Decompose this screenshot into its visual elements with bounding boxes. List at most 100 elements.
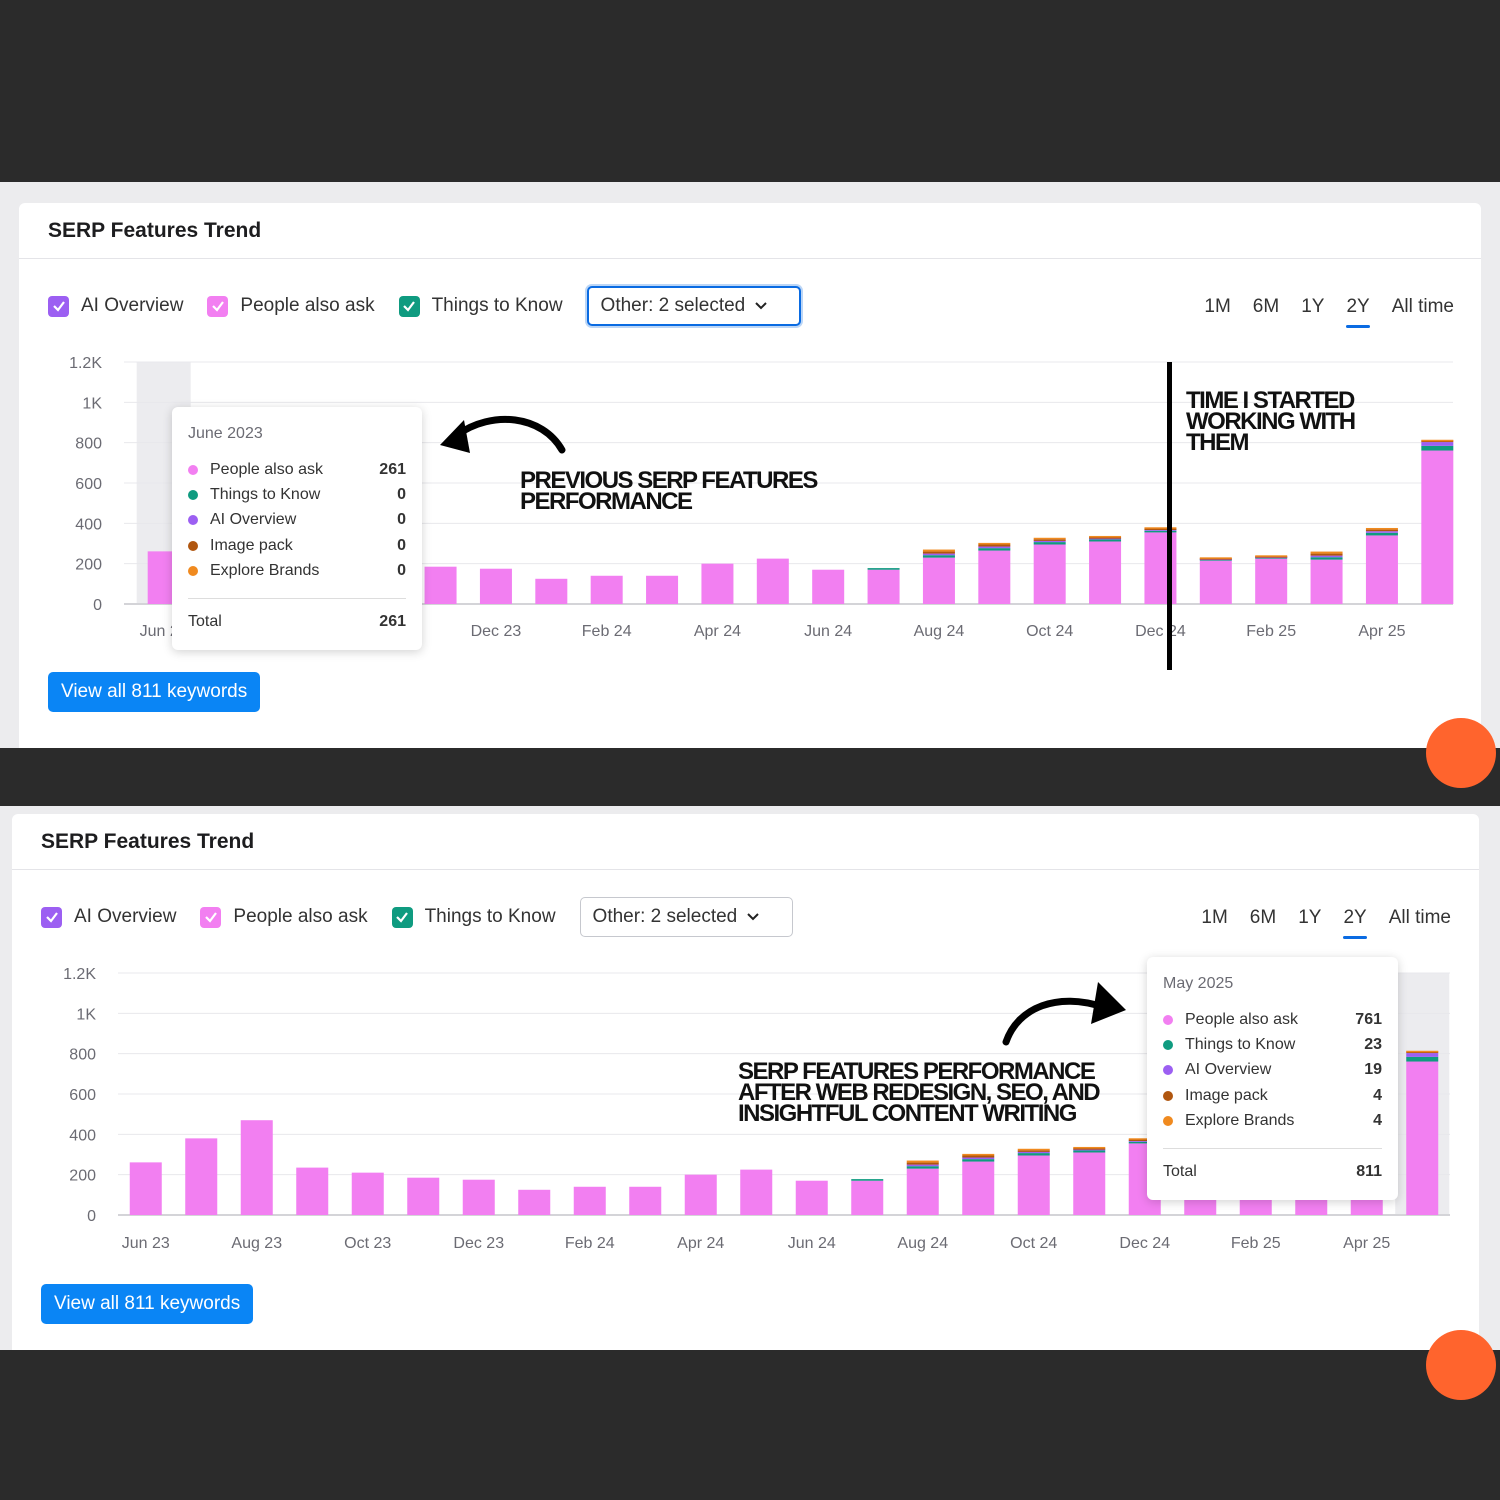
bar-segment[interactable] bbox=[1089, 537, 1122, 540]
bar-segment[interactable] bbox=[1144, 530, 1177, 533]
bar-segment[interactable] bbox=[1089, 539, 1122, 542]
bar-segment[interactable] bbox=[851, 1180, 884, 1215]
bar-segment[interactable] bbox=[978, 542, 1011, 545]
bar-segment[interactable] bbox=[906, 1168, 939, 1215]
bar-segment[interactable] bbox=[1089, 535, 1122, 538]
period-all-time[interactable]: All time bbox=[1391, 296, 1454, 317]
bar-segment[interactable] bbox=[906, 1164, 939, 1167]
bar-segment[interactable] bbox=[1421, 439, 1454, 442]
bar-segment[interactable] bbox=[1199, 560, 1232, 604]
bar-segment[interactable] bbox=[906, 1162, 939, 1165]
bar-segment[interactable] bbox=[1017, 1151, 1050, 1154]
bar-segment[interactable] bbox=[1017, 1153, 1050, 1156]
bar-segment[interactable] bbox=[867, 568, 900, 570]
bar-segment[interactable] bbox=[1144, 528, 1177, 530]
legend-things-to-know[interactable]: Things to Know bbox=[391, 906, 556, 928]
bar-segment[interactable] bbox=[1033, 544, 1066, 604]
checkbox-checked-icon[interactable] bbox=[391, 906, 413, 928]
bar-segment[interactable] bbox=[1199, 557, 1232, 559]
bar-segment[interactable] bbox=[978, 548, 1011, 551]
bar-segment[interactable] bbox=[978, 544, 1011, 547]
other-dropdown[interactable]: Other: 2 selected bbox=[586, 286, 801, 326]
period-2y[interactable]: 2Y bbox=[1343, 907, 1367, 939]
bar-segment[interactable] bbox=[1073, 1148, 1106, 1150]
bar-segment[interactable] bbox=[867, 569, 900, 604]
bar-segment[interactable] bbox=[1255, 555, 1288, 557]
bar-segment[interactable] bbox=[240, 1120, 273, 1215]
bar-segment[interactable] bbox=[922, 557, 955, 604]
period-1y[interactable]: 1Y bbox=[1298, 907, 1322, 928]
bar-segment[interactable] bbox=[1421, 440, 1454, 443]
bar-segment[interactable] bbox=[1089, 541, 1122, 604]
bar-segment[interactable] bbox=[1365, 535, 1398, 604]
bar-segment[interactable] bbox=[906, 1166, 939, 1169]
bar-segment[interactable] bbox=[1128, 1139, 1161, 1141]
bar-segment[interactable] bbox=[740, 1169, 773, 1215]
bar-segment[interactable] bbox=[185, 1138, 218, 1215]
bar-segment[interactable] bbox=[922, 551, 955, 554]
bar-segment[interactable] bbox=[407, 1177, 440, 1215]
bar-segment[interactable] bbox=[1421, 445, 1454, 451]
bar-segment[interactable] bbox=[756, 558, 789, 604]
bar-segment[interactable] bbox=[518, 1189, 551, 1215]
bar-segment[interactable] bbox=[1089, 537, 1122, 539]
bar-segment[interactable] bbox=[424, 566, 457, 604]
bar-segment[interactable] bbox=[1199, 558, 1232, 560]
bar-segment[interactable] bbox=[701, 563, 734, 604]
period-6m[interactable]: 6M bbox=[1252, 296, 1280, 317]
bar-segment[interactable] bbox=[1033, 540, 1066, 543]
bar-segment[interactable] bbox=[1033, 542, 1066, 545]
bar-segment[interactable] bbox=[978, 546, 1011, 549]
checkbox-checked-icon[interactable] bbox=[41, 906, 62, 928]
bar-segment[interactable] bbox=[629, 1186, 662, 1215]
bar-segment[interactable] bbox=[1017, 1150, 1050, 1152]
bar-segment[interactable] bbox=[851, 1179, 884, 1181]
bar-segment[interactable] bbox=[1310, 559, 1343, 604]
bar-segment[interactable] bbox=[479, 568, 512, 604]
bar-segment[interactable] bbox=[1406, 1053, 1439, 1057]
bar-segment[interactable] bbox=[1144, 527, 1177, 529]
bar-segment[interactable] bbox=[590, 575, 623, 604]
bar-segment[interactable] bbox=[1128, 1141, 1161, 1144]
bar-segment[interactable] bbox=[1406, 1050, 1439, 1053]
bar-segment[interactable] bbox=[1255, 558, 1288, 604]
period-1m[interactable]: 1M bbox=[1204, 296, 1231, 317]
bar-segment[interactable] bbox=[962, 1159, 995, 1162]
bar-segment[interactable] bbox=[646, 575, 679, 604]
period-all-time[interactable]: All time bbox=[1388, 907, 1451, 928]
bar-segment[interactable] bbox=[1073, 1148, 1106, 1151]
bar-segment[interactable] bbox=[1310, 557, 1343, 560]
bar-segment[interactable] bbox=[1255, 556, 1288, 558]
bar-segment[interactable] bbox=[1033, 537, 1066, 540]
bar-segment[interactable] bbox=[129, 1162, 162, 1215]
legend-people-also-ask[interactable]: People also ask bbox=[207, 295, 375, 317]
period-2y[interactable]: 2Y bbox=[1346, 296, 1370, 328]
bar-segment[interactable] bbox=[922, 555, 955, 558]
help-button[interactable] bbox=[1426, 718, 1496, 788]
checkbox-checked-icon[interactable] bbox=[48, 295, 69, 317]
bar-segment[interactable] bbox=[962, 1157, 995, 1160]
period-6m[interactable]: 6M bbox=[1249, 907, 1277, 928]
bar-segment[interactable] bbox=[1365, 532, 1398, 536]
bar-segment[interactable] bbox=[795, 1180, 828, 1215]
bar-segment[interactable] bbox=[1128, 1138, 1161, 1140]
bar-segment[interactable] bbox=[1421, 442, 1454, 446]
bar-segment[interactable] bbox=[296, 1167, 329, 1215]
bar-segment[interactable] bbox=[1073, 1150, 1106, 1153]
view-all-keywords-button[interactable]: View all 811 keywords bbox=[41, 1284, 254, 1324]
bar-segment[interactable] bbox=[573, 1186, 606, 1215]
legend-ai-overview[interactable]: AI Overview bbox=[41, 906, 176, 928]
bar-segment[interactable] bbox=[906, 1160, 939, 1163]
bar-segment[interactable] bbox=[462, 1179, 495, 1215]
bar-segment[interactable] bbox=[1310, 555, 1343, 558]
bar-segment[interactable] bbox=[1421, 450, 1454, 604]
bar-segment[interactable] bbox=[684, 1174, 717, 1215]
bar-segment[interactable] bbox=[1144, 529, 1177, 531]
bar-segment[interactable] bbox=[351, 1172, 384, 1215]
bar-segment[interactable] bbox=[1365, 531, 1398, 533]
bar-segment[interactable] bbox=[535, 578, 568, 604]
view-all-keywords-button[interactable]: View all 811 keywords bbox=[48, 672, 261, 712]
bar-segment[interactable] bbox=[962, 1161, 995, 1215]
period-1m[interactable]: 1M bbox=[1201, 907, 1228, 928]
checkbox-checked-icon[interactable] bbox=[398, 295, 420, 317]
